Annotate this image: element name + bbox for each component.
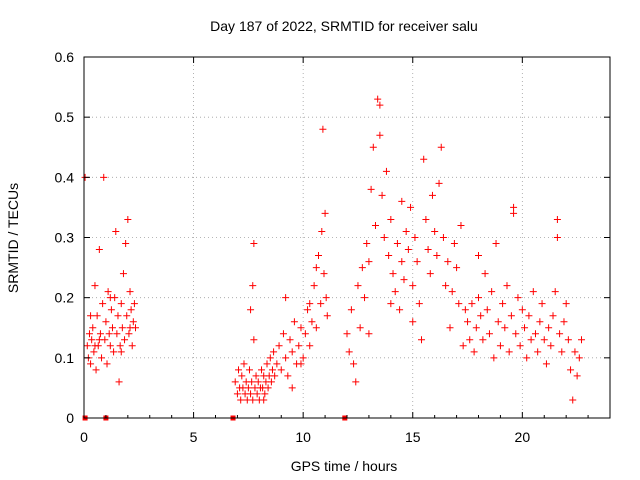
x-tick-label: 15 (405, 429, 421, 445)
y-tick-label: 0 (66, 410, 74, 426)
srmtid-chart: 0 0.1 0.2 0.3 0.4 0.5 0.6 0 5 10 15 20 Day 187 of 2… (0, 0, 640, 480)
y-axis-label: SRMTID / TECUs (5, 183, 21, 293)
y-tick-label: 0.4 (55, 169, 75, 185)
chart-background (0, 0, 640, 480)
y-tick-label: 0.3 (55, 230, 75, 246)
y-tick-label: 0.2 (55, 290, 75, 306)
y-tick-label: 0.6 (55, 49, 75, 65)
y-tick-label: 0.5 (55, 109, 75, 125)
x-tick-label: 0 (80, 429, 88, 445)
x-axis-label: GPS time / hours (291, 458, 398, 474)
y-tick-label: 0.1 (55, 350, 75, 366)
chart-title: Day 187 of 2022, SRMTID for receiver sal… (210, 18, 478, 34)
x-tick-label: 10 (295, 429, 311, 445)
x-tick-label: 20 (515, 429, 531, 445)
x-tick-label: 5 (190, 429, 198, 445)
